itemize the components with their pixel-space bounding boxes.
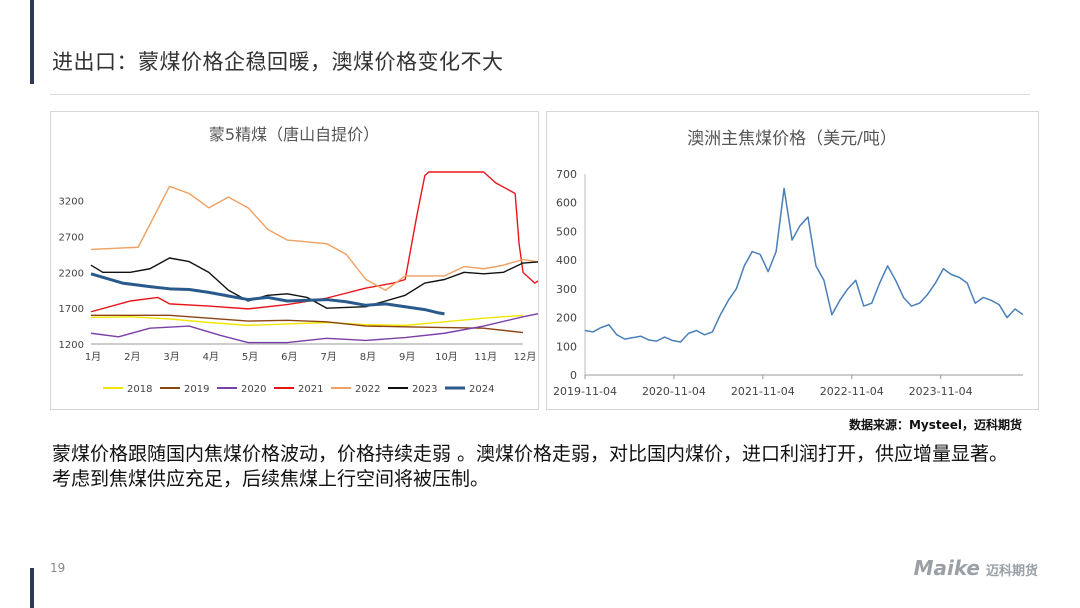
- legend-label-2022: 2022: [355, 384, 380, 395]
- x-tick-label: 2020-11-04: [642, 385, 706, 398]
- series-line-2019: [91, 314, 524, 334]
- x-tick-label: 4月: [203, 351, 219, 363]
- x-tick-label: 9月: [399, 351, 415, 363]
- x-tick-label: 2022-11-04: [820, 385, 884, 398]
- y-tick-label: 700: [556, 168, 577, 181]
- y-tick-label: 400: [556, 254, 577, 267]
- x-tick-label: 1月: [85, 351, 101, 363]
- data-source-note: 数据来源：Mysteel，迈科期货: [848, 418, 1022, 432]
- x-tick-label: 11月: [474, 351, 497, 363]
- y-tick-label: 3200: [59, 197, 84, 208]
- chart-title: 蒙5精煤（唐山自提价）: [209, 125, 379, 144]
- y-tick-label: 500: [556, 225, 577, 238]
- y-tick-label: 100: [556, 340, 577, 353]
- y-tick-label: 1700: [59, 304, 84, 315]
- y-tick-label: 200: [556, 312, 577, 325]
- mongolia-coal-chart-panel: 蒙5精煤（唐山自提价） 1200 1700 2200 2700 3200 1月 2月 3月 4月 5…: [50, 111, 539, 410]
- slide-title: 进出口：蒙煤价格企稳回暖，澳煤价格变化不大: [52, 50, 504, 74]
- x-tick-label: 8月: [360, 351, 376, 363]
- x-tick-label: 7月: [320, 351, 336, 363]
- legend-label-2019: 2019: [184, 384, 209, 395]
- x-tick-label: 2月: [124, 351, 140, 363]
- y-tick-label: 2200: [59, 268, 84, 279]
- x-tick-label: 2021-11-04: [731, 385, 795, 398]
- top-accent-bar: [30, 0, 34, 84]
- series-line-2018: [90, 314, 524, 327]
- x-tick-label: 12月: [514, 351, 537, 363]
- australia-coal-chart-panel: 澳洲主焦煤价格（美元/吨） 0 100 200 300 400 500 600 700 2019-…: [546, 111, 1039, 410]
- mongolia-coal-chart: 蒙5精煤（唐山自提价） 1200 1700 2200 2700 3200 1月 2月 3月 4月 5…: [59, 125, 538, 395]
- x-tick-label: 6月: [281, 351, 297, 363]
- x-tick-label: 10月: [435, 351, 458, 363]
- x-tick-label: 5月: [242, 351, 258, 363]
- logo-mark: Maike: [913, 556, 980, 580]
- y-tick-label: 600: [556, 197, 577, 210]
- series-line-2024: [90, 272, 445, 316]
- legend-label-2023: 2023: [412, 384, 437, 395]
- logo-text: 迈科期货: [985, 564, 1038, 579]
- page-number: 19: [50, 561, 66, 575]
- chart-title: 澳洲主焦煤价格（美元/吨）: [687, 129, 897, 149]
- x-tick-label: 3月: [163, 351, 179, 363]
- y-tick-label: 300: [556, 283, 577, 296]
- series-line-2020: [90, 313, 538, 344]
- legend-label-2021: 2021: [298, 384, 323, 395]
- x-tick-label: 2019-11-04: [553, 385, 617, 398]
- legend-label-2020: 2020: [241, 384, 266, 395]
- summary-text: 蒙煤价格跟随国内焦煤价格波动，价格持续走弱 。澳煤价格走弱，对比国内煤价，进口利…: [52, 443, 1009, 490]
- title-divider: [50, 94, 1030, 95]
- legend-label-2024: 2024: [469, 384, 494, 395]
- company-logo: Maike 迈科期货: [914, 556, 1038, 580]
- bottom-accent-bar: [30, 568, 34, 608]
- x-tick-label: 2023-11-04: [909, 385, 973, 398]
- series-line-2023: [90, 257, 538, 309]
- series-line-2021: [90, 171, 538, 313]
- y-tick-label: 2700: [59, 233, 84, 244]
- series-line-2022: [90, 185, 538, 291]
- australia-coal-chart: 澳洲主焦煤价格（美元/吨） 0 100 200 300 400 500 600 700 2019-…: [553, 129, 1024, 398]
- price-series-line: [584, 187, 1024, 343]
- y-tick-label: 0: [570, 369, 577, 382]
- legend-label-2018: 2018: [127, 384, 152, 395]
- y-tick-label: 1200: [59, 340, 84, 351]
